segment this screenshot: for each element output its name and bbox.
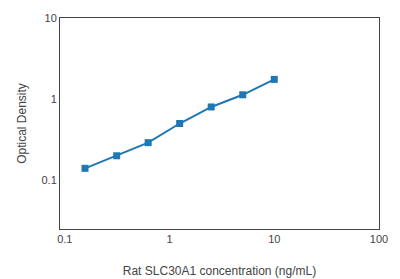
svg-text:100: 100 bbox=[370, 233, 388, 245]
svg-text:Rat SLC30A1 concentration (ng/: Rat SLC30A1 concentration (ng/mL) bbox=[123, 264, 316, 278]
svg-text:1: 1 bbox=[51, 93, 57, 105]
svg-text:Optical Density: Optical Density bbox=[15, 83, 29, 164]
svg-text:10: 10 bbox=[45, 12, 57, 24]
svg-text:0.1: 0.1 bbox=[42, 174, 57, 186]
svg-text:10: 10 bbox=[268, 233, 280, 245]
svg-text:1: 1 bbox=[166, 233, 172, 245]
svg-text:0.1: 0.1 bbox=[57, 233, 72, 245]
